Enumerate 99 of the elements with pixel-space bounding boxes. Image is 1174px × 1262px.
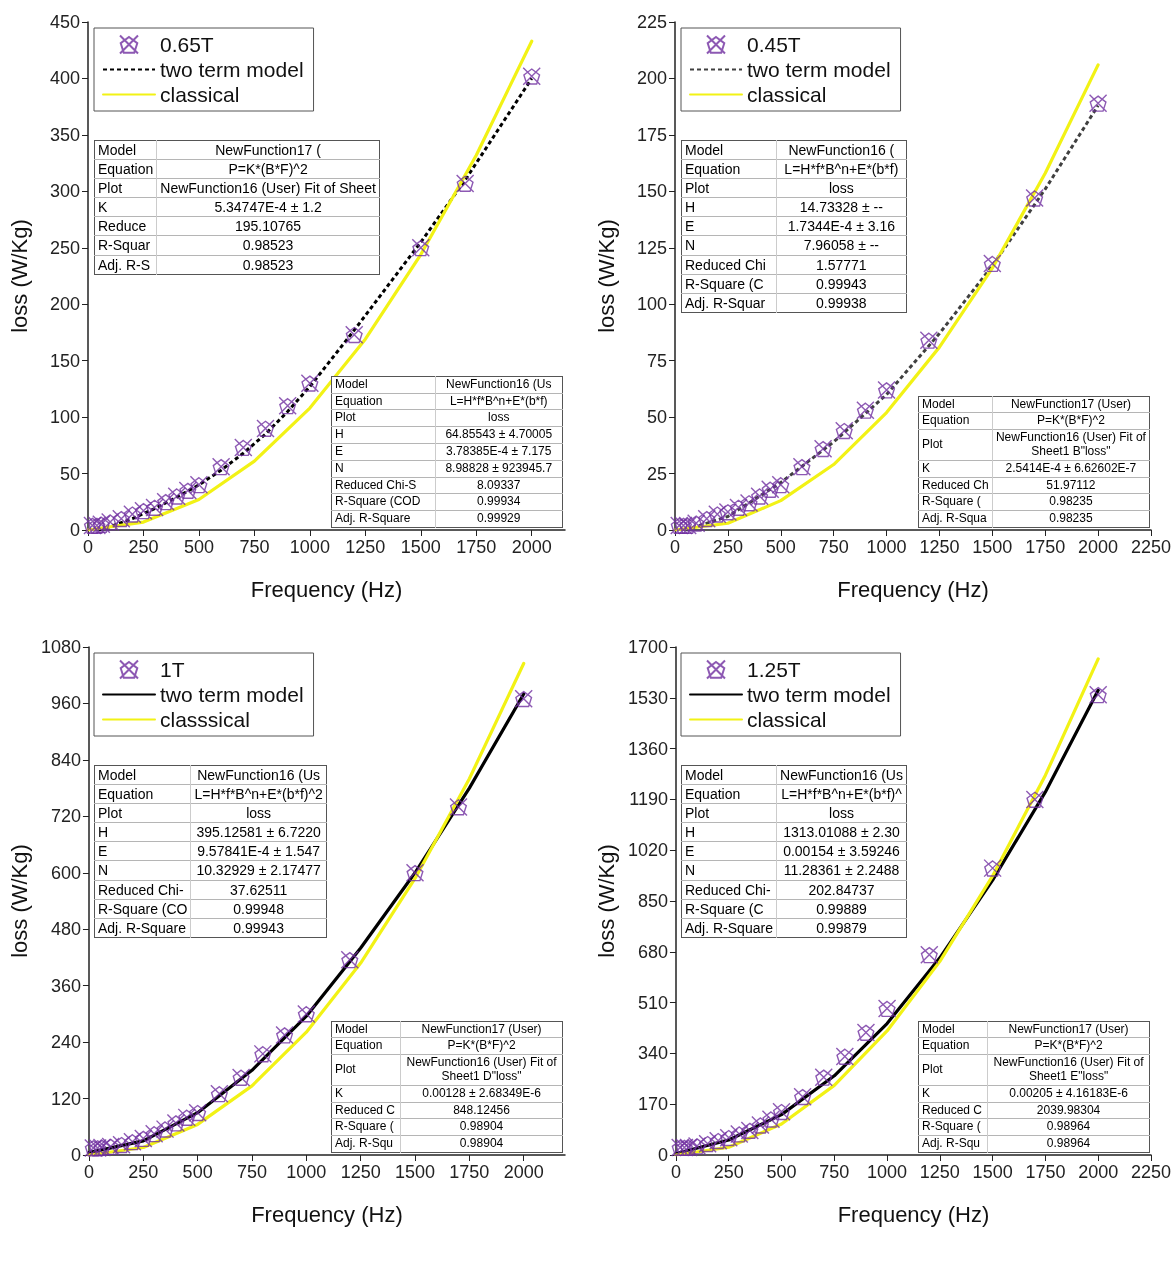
y-tick-label: 240 [50, 1032, 81, 1053]
legend-label: two term model [747, 683, 891, 706]
x-tick-label: 1250 [919, 1162, 960, 1182]
x-tick-label: 1500 [400, 537, 441, 557]
y-tick-label: 840 [50, 749, 81, 770]
x-tick-label: 2250 [1130, 537, 1171, 557]
y-tick-label: 400 [49, 68, 80, 89]
y-tick-label: 0 [657, 1145, 668, 1165]
y-tick-label: 250 [49, 237, 80, 258]
x-tick-label: 1000 [286, 1162, 327, 1182]
y-tick-label: 300 [49, 181, 80, 202]
y-axis-title: loss (W/Kg) [593, 219, 619, 333]
x-axis-title: Frequency (Hz) [837, 576, 989, 602]
y-axis-title: loss (W/Kg) [593, 844, 619, 958]
y-tick-label: 175 [636, 124, 667, 145]
legend-label: 0.45T [747, 33, 801, 56]
x-tick-label: 0 [669, 537, 681, 557]
y-tick-label: 1020 [627, 840, 668, 861]
y-tick-label: 75 [646, 350, 667, 371]
y-tick-label: 510 [637, 992, 668, 1013]
y-tick-label: 0 [69, 520, 80, 540]
y-tick-label: 50 [59, 463, 80, 484]
y-tick-label: 150 [636, 181, 667, 202]
y-tick-label: 480 [50, 919, 81, 940]
y-tick-label: 1360 [627, 738, 668, 759]
x-tick-label: 2250 [1130, 1162, 1171, 1182]
y-tick-label: 450 [49, 12, 80, 32]
x-tick-label: 1750 [456, 537, 497, 557]
y-tick-label: 360 [50, 975, 81, 996]
x-tick-label: 1000 [289, 537, 330, 557]
legend-label: classsical [160, 708, 250, 731]
x-tick-label: 1500 [394, 1162, 436, 1182]
y-tick-label: 150 [49, 350, 80, 371]
y-tick-label: 200 [636, 68, 667, 89]
y-tick-label: 850 [637, 891, 668, 911]
legend-label: two term model [747, 58, 891, 81]
y-axis-title: loss (W/Kg) [6, 844, 32, 958]
legend-label: classical [160, 83, 240, 106]
legend-label: two term model [160, 683, 304, 706]
x-tick-label: 750 [818, 537, 849, 557]
x-tick-label: 1000 [867, 1162, 908, 1182]
x-tick-label: 250 [712, 537, 743, 557]
x-axis-title: Frequency (Hz) [250, 576, 403, 602]
x-tick-label: 1500 [972, 537, 1013, 557]
y-tick-label: 1080 [40, 637, 81, 657]
y-tick-label: 100 [49, 407, 80, 428]
y-tick-label: 1190 [629, 789, 668, 810]
x-axis-title: Frequency (Hz) [837, 1201, 990, 1227]
y-tick-label: 50 [646, 407, 667, 428]
y-tick-label: 0 [70, 1145, 81, 1165]
x-tick-label: 500 [765, 537, 796, 557]
y-tick-label: 350 [49, 124, 80, 145]
y-tick-label: 340 [637, 1043, 668, 1064]
y-tick-label: 1530 [627, 687, 668, 708]
y-tick-label: 1700 [627, 637, 668, 657]
x-tick-label: 0 [82, 537, 94, 557]
legend-label: 1.25T [747, 658, 801, 681]
x-tick-label: 250 [128, 537, 159, 557]
y-tick-label: 25 [646, 463, 667, 484]
x-tick-label: 1500 [972, 1162, 1013, 1182]
y-axis-title: loss (W/Kg) [6, 219, 32, 333]
legend-label: classical [747, 708, 827, 731]
x-tick-label: 250 [128, 1162, 159, 1182]
x-tick-label: 2000 [511, 537, 552, 557]
x-tick-label: 750 [819, 1162, 850, 1182]
x-axis-title: Frequency (Hz) [251, 1201, 403, 1227]
y-tick-label: 170 [637, 1094, 668, 1115]
y-tick-label: 100 [636, 294, 667, 315]
legend-label: 1T [160, 658, 185, 681]
y-tick-label: 200 [49, 294, 80, 315]
x-tick-label: 1750 [449, 1162, 490, 1182]
x-tick-label: 2000 [503, 1162, 544, 1182]
y-tick-label: 720 [50, 806, 81, 827]
x-tick-label: 1250 [340, 1162, 381, 1182]
x-tick-label: 500 [766, 1162, 797, 1182]
x-tick-label: 1750 [1025, 1162, 1066, 1182]
y-tick-label: 125 [636, 237, 667, 258]
legend-label: 0.65T [160, 33, 214, 56]
x-tick-label: 750 [236, 1162, 267, 1182]
x-tick-label: 0 [670, 1162, 681, 1182]
y-tick-label: 600 [50, 862, 81, 883]
y-tick-label: 225 [636, 12, 667, 32]
y-tick-label: 960 [50, 693, 81, 714]
y-tick-label: 0 [656, 520, 667, 540]
x-tick-label: 0 [83, 1162, 94, 1182]
x-tick-label: 2000 [1078, 537, 1119, 557]
legend-label: two term model [160, 58, 304, 81]
y-tick-label: 680 [637, 941, 668, 962]
x-tick-label: 250 [713, 1162, 744, 1182]
x-tick-label: 1000 [866, 537, 907, 557]
x-tick-label: 2000 [1078, 1162, 1119, 1182]
legend-label: classical [747, 83, 827, 106]
x-tick-label: 1250 [345, 537, 386, 557]
x-tick-label: 500 [183, 537, 214, 557]
x-tick-label: 1750 [1025, 537, 1066, 557]
y-tick-label: 120 [50, 1088, 81, 1109]
x-tick-label: 500 [182, 1162, 213, 1182]
x-tick-label: 750 [239, 537, 270, 557]
x-tick-label: 1250 [919, 537, 960, 557]
